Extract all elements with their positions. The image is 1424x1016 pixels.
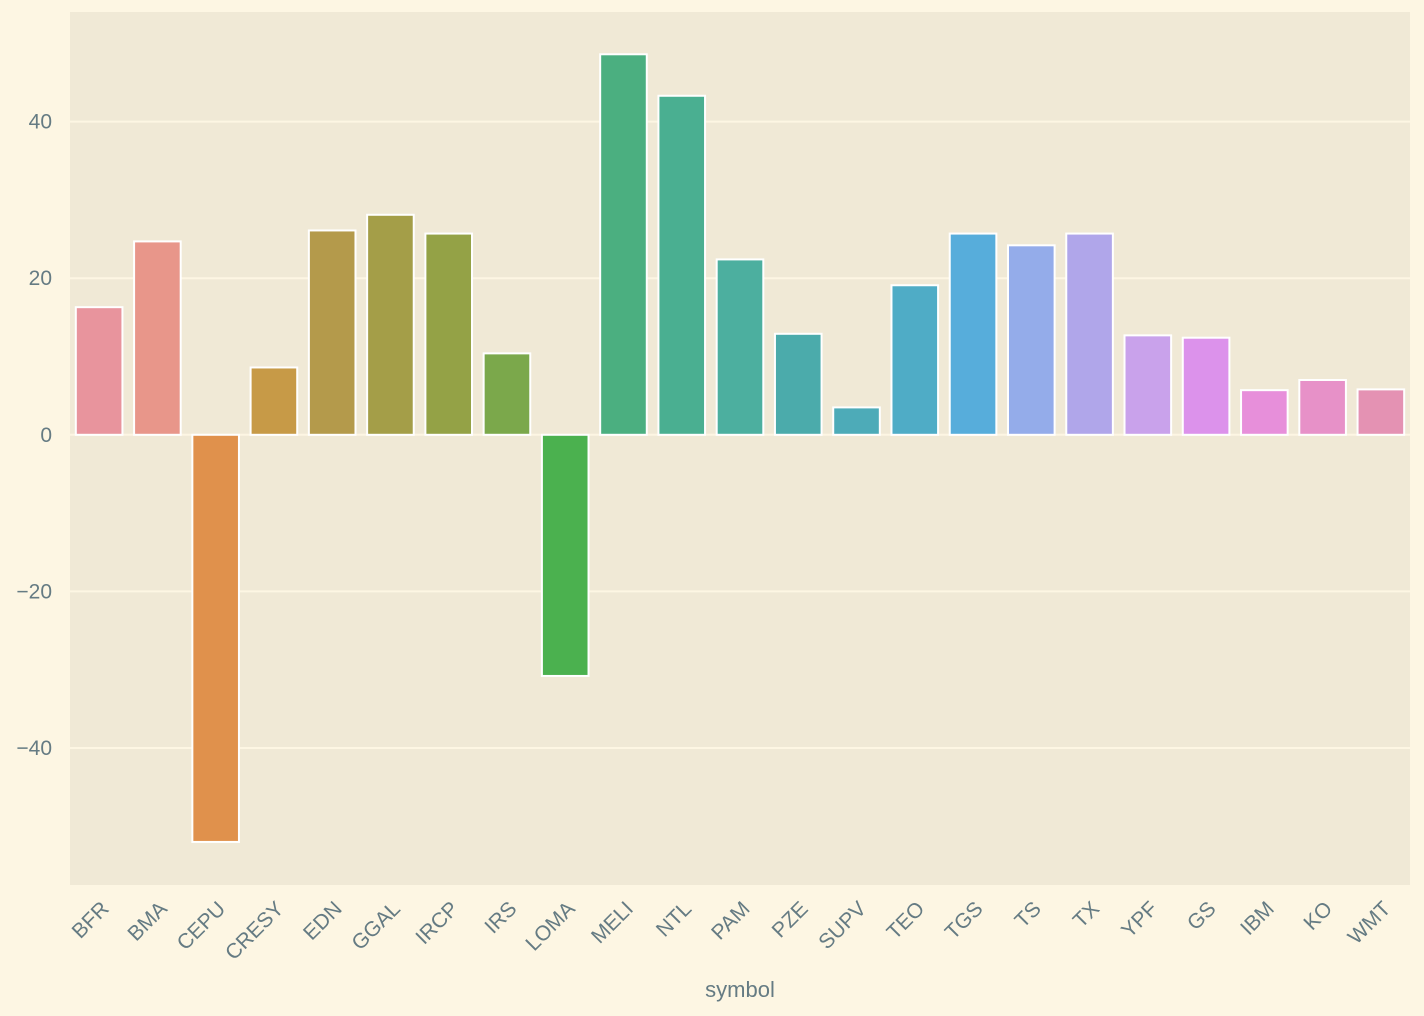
bar-meli [599,53,648,436]
bar-ntl [657,94,707,436]
y-tick-label: 20 [29,267,52,290]
bar-teo [890,284,940,436]
x-tick-label: IBM [1236,897,1279,940]
x-tick-label: NTL [652,897,696,941]
x-tick-label: CRESY [221,897,288,964]
bar-pam [715,258,765,436]
y-tick-label: 0 [40,424,52,447]
bar-supv [832,406,881,436]
bar-edn [307,229,357,436]
x-tick-label: EDN [299,897,347,945]
x-tick-label: PAM [707,897,754,944]
x-tick-label: PZE [768,897,813,942]
y-tick-labels: −40 −20 0 20 40 [16,111,52,760]
x-tick-label: GGAL [347,897,405,955]
x-tick-label: BMA [123,897,171,945]
x-tick-label: TGS [941,897,988,944]
x-tick-label: IRCP [411,897,463,949]
x-tick-label: TS [1011,897,1046,932]
x-tick-label: WMT [1344,897,1396,949]
bars [74,53,1406,843]
bar-tx [1065,232,1114,436]
bar-ts [1007,244,1056,436]
bar-ypf [1123,334,1173,436]
bar-irs [482,352,532,436]
bar-cepu [191,433,240,843]
bar-gs [1181,336,1231,436]
y-tick-label: −40 [16,737,52,760]
bar-wmt [1356,388,1406,436]
bar-bma [133,240,182,436]
bar-tgs [948,232,998,436]
x-tick-label: LOMA [521,897,579,955]
bar-pze [773,332,823,436]
x-tick-label: TEO [882,897,929,944]
x-tick-label: SUPV [814,897,871,954]
bar-ggal [366,213,415,436]
x-tick-label: GS [1183,897,1221,935]
bar-ircp [424,232,473,436]
bar-cresy [249,366,299,436]
bar-bfr [74,306,124,436]
bar-ko [1298,378,1347,436]
x-tick-label: KO [1299,897,1337,935]
bar-loma [540,433,590,677]
bar-ibm [1240,389,1289,436]
y-tick-label: −20 [16,580,52,603]
x-tick-label: MELI [587,897,638,948]
x-tick-label: CEPU [173,897,231,955]
x-tick-label: IRS [480,897,521,938]
x-axis-title: symbol [705,977,775,1002]
x-tick-label: BFR [68,897,114,943]
x-tick-label: TX [1069,897,1104,932]
x-tick-label: YPF [1117,897,1162,942]
y-tick-label: 40 [29,111,52,134]
plot-area [70,12,1410,885]
